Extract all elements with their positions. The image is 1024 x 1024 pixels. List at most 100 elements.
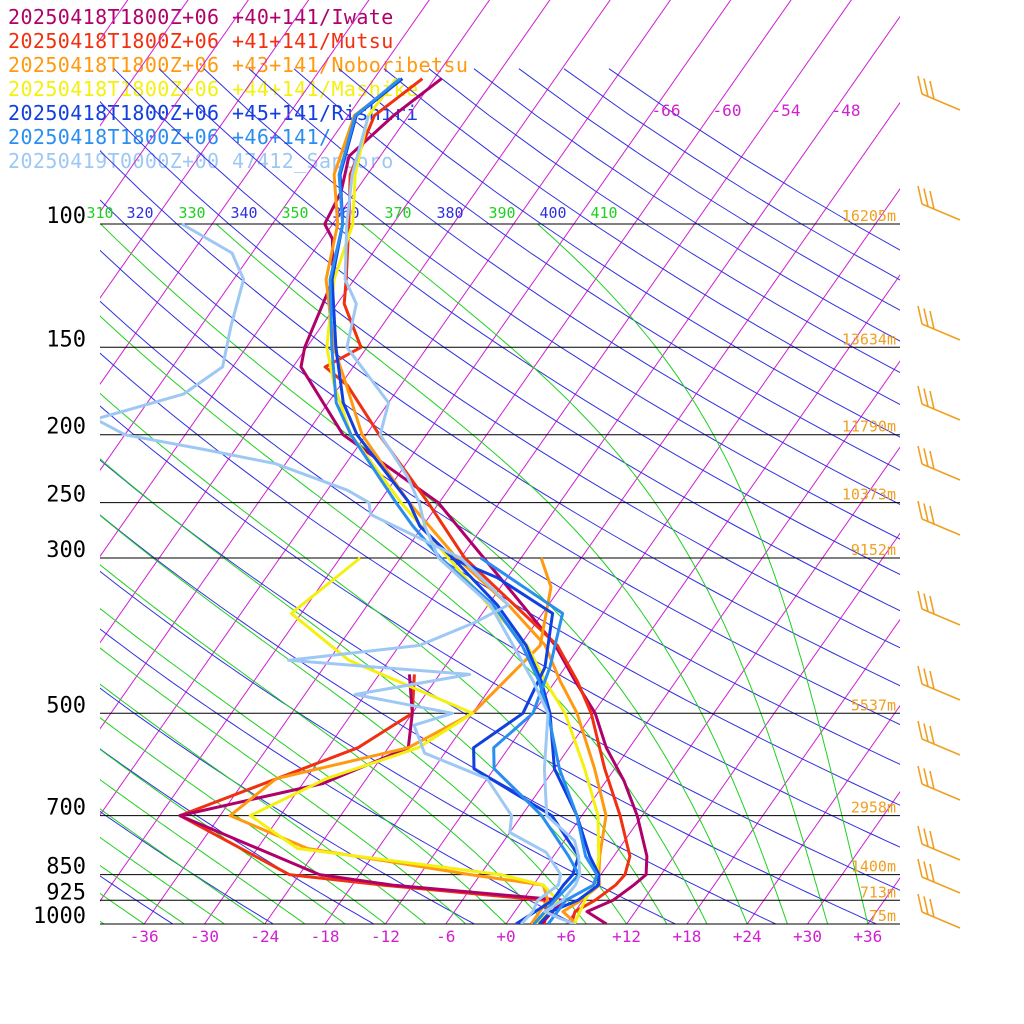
pressure-label: 300 [46,538,86,563]
isotherm-line [928,0,1024,924]
dry-adiabat-line [100,149,900,687]
profile-line [178,674,549,924]
legend-entry-noboribetsu: 20250418T1800Z+06 +43+141/Noboribetsu [8,53,469,77]
theta-label: 350 [281,204,308,222]
isotherm-line [100,0,310,299]
dry-adiabat-line [100,810,275,924]
temperature-tick-label: -6 [436,927,455,946]
wind-barb [917,765,961,801]
theta-label: 370 [384,204,411,222]
isotherm-line [807,790,900,924]
height-label: 75m [869,907,896,925]
height-label: 2958m [851,799,896,817]
isotherm-line [988,0,1024,924]
isotherm-line [686,618,900,924]
legend-entry-iwate: 20250418T1800Z+06 +40+141/Iwate [8,5,394,29]
temperature-tick-label: +36 [853,927,882,946]
temperature-tick-label: -30 [190,927,219,946]
dry-adiabat-line [100,300,900,806]
theta-label: 330 [178,204,205,222]
temperature-tick-label: -36 [130,927,159,946]
top-isotherm-label: -48 [832,101,861,120]
theta-label: 380 [436,204,463,222]
temperature-tick-labels: -36 -30 -24 -18 -12 -6 +0 +6 +12 +18 +24 +30 +36 [130,927,883,946]
isotherm-line [143,0,792,924]
legend-entry-46n: 20250418T1800Z+06 +46+141/ [8,125,332,149]
dry-adiabat-line [203,68,900,540]
pressure-label: 925 [46,880,86,905]
theta-label: 310 [86,204,113,222]
moist-adiabat-line [537,223,869,924]
pressure-label: 150 [46,327,86,352]
temperature-tick-label: +30 [793,927,822,946]
isotherm-line [505,360,900,924]
wind-barb [917,665,961,701]
pressure-label: 500 [46,693,86,718]
isotherm-line [100,0,129,41]
dry-adiabat-line [100,514,777,924]
wind-barb [917,590,961,626]
temperature-tick-label: +0 [496,927,515,946]
height-label: 713m [860,883,896,901]
wind-barb [917,445,961,481]
height-label: 5537m [851,696,896,714]
theta-label: 410 [590,204,617,222]
temperature-tick-label: -24 [250,927,279,946]
height-label: 13634m [842,330,896,348]
wind-barbs [917,75,961,929]
profile-line [323,77,632,924]
theta-labels: 310 320 330 340 350 360 370 380 390 400 410 [86,204,617,222]
dry-adiabat-line [113,68,900,612]
isotherm-line [100,0,249,213]
dry-adiabat-line [248,68,900,505]
profiles [100,77,649,924]
top-isotherm-label: -54 [772,101,801,120]
pressure-label: 200 [46,415,86,440]
legend-entry-rishiri: 20250418T1800Z+06 +45+141/Rishiri [8,101,419,125]
height-labels: 16205m 13634m 11790m 10373m 9152m 5537m 2958m 1… [842,207,896,925]
legend-entry-mutsu: 20250418T1800Z+06 +41+141/Mutsu [8,29,394,53]
wind-barb [917,720,961,756]
isotherm-line [626,532,900,924]
pressure-label: 700 [46,796,86,821]
height-label: 9152m [851,541,896,559]
isotherm-line [0,0,45,924]
dry-adiabat-line [100,352,900,848]
legend-entry-sapporo: 20250419T0000Z+00 47412_Sapporo [8,149,394,173]
height-label: 10373m [842,486,896,504]
height-label: 1400m [851,858,896,876]
dry-adiabat-line [158,68,900,576]
isotherm-line [0,0,106,924]
moist-adiabat-line [100,864,185,924]
pressure-label: 1000 [33,904,86,929]
theta-label: 400 [539,204,566,222]
temperature-tick-label: +18 [672,927,701,946]
isotherm-line [867,877,900,924]
wind-barb [917,893,961,929]
dry-adiabat-line [100,748,375,924]
moist-adiabat-line [361,223,829,924]
temperature-tick-label: +12 [612,927,641,946]
pressure-label: 850 [46,855,86,880]
profile-line [343,115,582,924]
profile-line [328,77,599,924]
wind-barb [917,825,961,861]
moist-adiabat-line [100,808,266,924]
height-label: 11790m [842,418,896,436]
theta-label: 320 [126,204,153,222]
theta-label: 340 [230,204,257,222]
wind-barb [917,500,961,536]
dry-adiabat-line [100,628,576,924]
wind-barb [917,75,961,111]
isotherm-line [100,0,611,730]
pressure-label: 100 [46,204,86,229]
isotherm-line [100,0,732,902]
dry-adiabat-line [100,199,900,726]
profile-line [479,556,581,924]
legend: 20250418T1800Z+06 +40+141/Iwate 20250418… [8,5,468,173]
profile-line [100,222,563,924]
wind-barb [917,385,961,421]
temperature-tick-label: +6 [557,927,576,946]
